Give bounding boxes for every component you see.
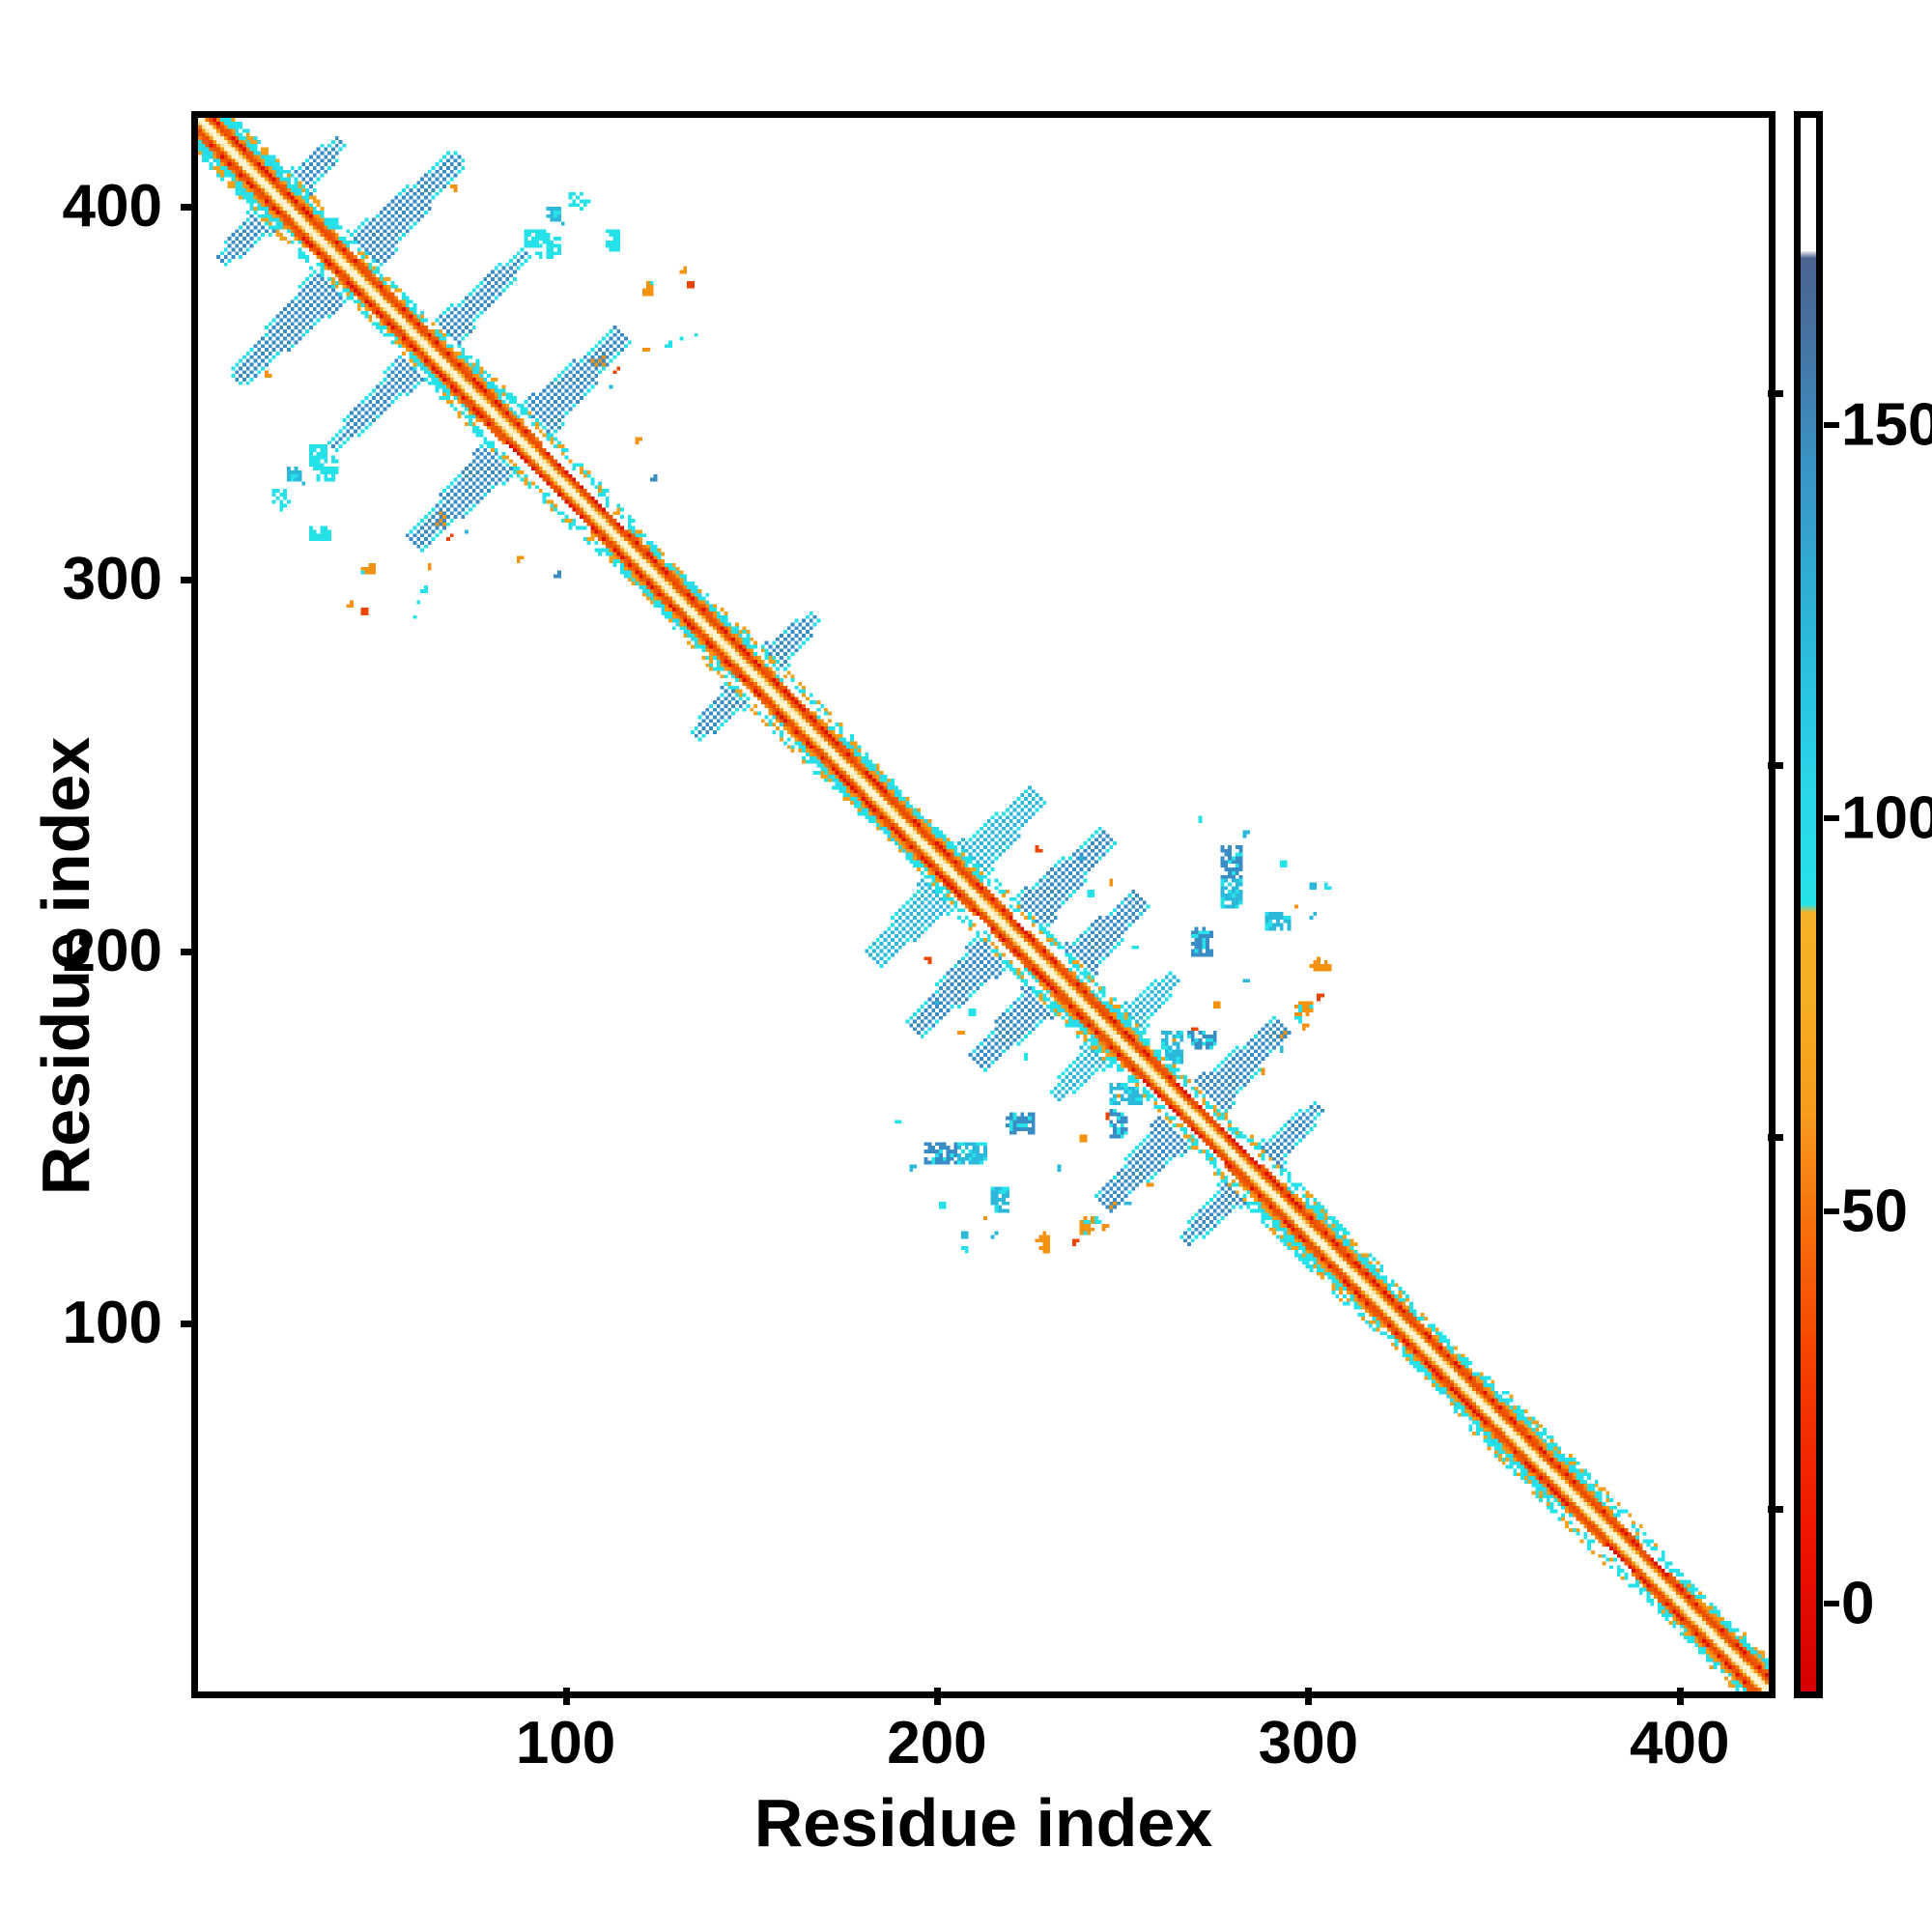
y-axis-minor-tick bbox=[1768, 762, 1783, 770]
colorbar-tick bbox=[1824, 815, 1839, 822]
x-axis-tick bbox=[1305, 1688, 1313, 1705]
x-axis-tick bbox=[933, 1688, 941, 1705]
x-axis-tick bbox=[562, 1688, 570, 1705]
x-axis-tick-label: 100 bbox=[515, 1710, 616, 1776]
x-axis-title: Residue index bbox=[753, 1785, 1213, 1861]
colorbar-tick-label: 100 bbox=[1841, 784, 1932, 852]
x-axis-tick bbox=[1676, 1688, 1684, 1705]
y-axis-tick bbox=[181, 576, 198, 583]
colorbar-gradient bbox=[1801, 118, 1816, 1691]
y-axis-tick-label: 200 bbox=[62, 917, 162, 984]
x-axis-tick-label: 400 bbox=[1630, 1710, 1730, 1776]
colorbar-tick-label: 150 bbox=[1841, 391, 1932, 459]
colorbar-panel bbox=[1794, 111, 1823, 1698]
colorbar-tick-label: 0 bbox=[1841, 1570, 1875, 1637]
colorbar-tick bbox=[1824, 422, 1839, 429]
y-axis-tick bbox=[181, 204, 198, 212]
contact-map-canvas bbox=[198, 118, 1769, 1691]
colorbar-tick bbox=[1824, 1208, 1839, 1214]
y-axis-minor-tick bbox=[1768, 1506, 1783, 1514]
x-axis-tick-label: 200 bbox=[887, 1710, 987, 1776]
y-axis-tick bbox=[181, 1320, 198, 1327]
y-axis-tick bbox=[181, 948, 198, 955]
y-axis-tick-label: 400 bbox=[62, 173, 162, 241]
colorbar-tick-label: 50 bbox=[1841, 1178, 1908, 1245]
y-axis-minor-tick bbox=[1768, 389, 1783, 397]
plot-panel bbox=[191, 111, 1776, 1698]
colorbar-tick bbox=[1824, 1601, 1839, 1607]
y-axis-tick-label: 100 bbox=[62, 1289, 162, 1356]
x-axis-tick-label: 300 bbox=[1258, 1710, 1359, 1776]
y-axis-tick-label: 300 bbox=[62, 545, 162, 612]
y-axis-minor-tick bbox=[1768, 1134, 1783, 1142]
